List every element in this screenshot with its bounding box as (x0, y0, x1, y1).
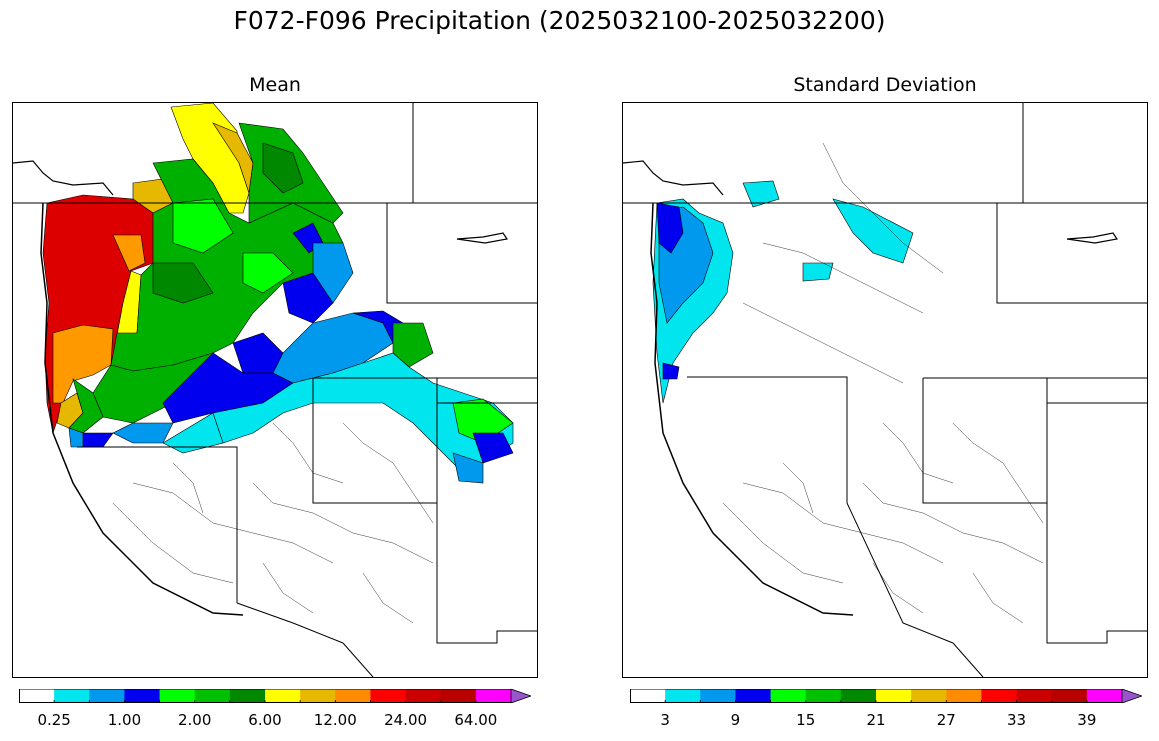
colorbar-tick-label: 27 (936, 711, 956, 729)
colorbar-tick-label: 2.00 (178, 711, 212, 729)
colorbar-segment (1016, 689, 1053, 703)
colorbar-tick-label: 3 (660, 711, 670, 729)
colorbar-segment (405, 689, 442, 703)
colorbar-segment (19, 689, 55, 703)
colorbar-segment (194, 689, 231, 703)
colorbar-std-labels: 3 9 15 21 27 33 39 (630, 711, 1142, 731)
colorbar-segment (770, 689, 807, 703)
colorbar-tick-label: 33 (1007, 711, 1027, 729)
colorbar-segment (911, 689, 947, 703)
colorbar-segment (370, 689, 407, 703)
colorbar-segment (475, 689, 512, 703)
colorbar-segment (805, 689, 842, 703)
colorbar-segment (700, 689, 736, 703)
colorbar-segment (1051, 689, 1088, 703)
colorbar-extend-arrow (1121, 689, 1142, 703)
colorbar-segment (159, 689, 196, 703)
colorbar-tick-label: 9 (730, 711, 741, 729)
map-std (622, 102, 1148, 678)
colorbar-segment (300, 689, 336, 703)
colorbar-tick-label: 6.00 (248, 711, 282, 729)
colorbar-tick-label: 15 (796, 711, 816, 729)
colorbar-segment (840, 689, 877, 703)
map-std-canvas (623, 103, 1147, 677)
colorbar-segment (630, 689, 666, 703)
colorbar-std (630, 689, 1142, 703)
mean-precip-fill (42, 103, 514, 484)
colorbar-segment (265, 689, 301, 703)
colorbar-segment (876, 689, 912, 703)
map-mean-canvas (13, 103, 537, 677)
colorbar-segment (335, 689, 371, 703)
colorbar-segment (735, 689, 772, 703)
map-mean (12, 102, 538, 678)
colorbar-tick-label: 1.00 (107, 711, 142, 729)
colorbar-tick-label: 12.00 (313, 711, 357, 729)
colorbar-segment (54, 689, 90, 703)
colorbar-tick-label: 24.00 (384, 711, 428, 729)
colorbar-segment (946, 689, 982, 703)
colorbar-segment (665, 689, 701, 703)
colorbar-segment (124, 689, 161, 703)
panel-title-mean: Mean (249, 74, 301, 96)
colorbar-tick-label: 21 (866, 711, 886, 729)
colorbar-tick-label: 0.25 (37, 711, 71, 729)
colorbar-mean-labels: 0.25 1.00 2.00 6.00 12.00 24.00 64.00 (19, 711, 531, 731)
colorbar-segment (440, 689, 477, 703)
figure-title: F072-F096 Precipitation (2025032100-2025… (233, 6, 886, 35)
colorbar-tick-label: 39 (1077, 711, 1097, 729)
colorbar-segment (981, 689, 1018, 703)
colorbar-tick-label: 64.00 (454, 711, 498, 729)
colorbar-segment (89, 689, 125, 703)
panel-title-std: Standard Deviation (793, 74, 977, 96)
colorbar-segment (229, 689, 266, 703)
colorbar-extend-arrow (510, 689, 531, 703)
colorbar-segment (1086, 689, 1123, 703)
colorbar-mean (19, 689, 531, 703)
